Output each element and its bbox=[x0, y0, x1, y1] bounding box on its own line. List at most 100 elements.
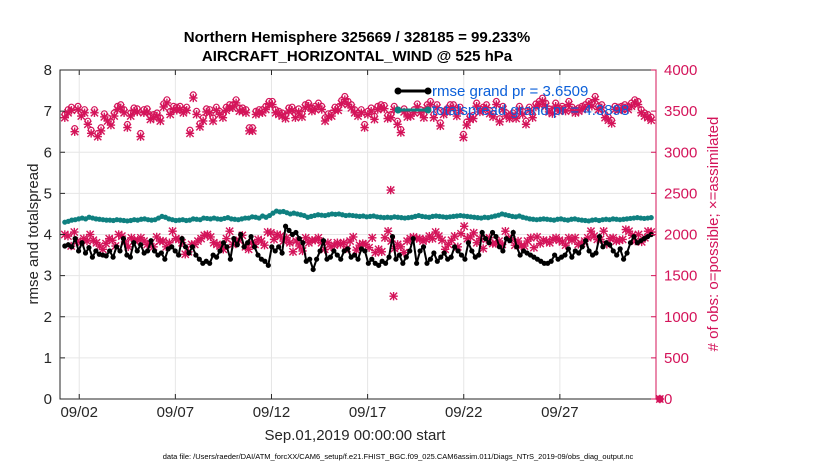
obs-assimilated-point bbox=[518, 110, 527, 119]
obs-assimilated-point bbox=[96, 126, 106, 136]
rmse-point bbox=[552, 252, 558, 258]
rmse-point bbox=[79, 240, 85, 246]
obs-assimilated-point bbox=[590, 95, 600, 104]
rmse-point bbox=[620, 256, 627, 262]
rmse-point bbox=[441, 250, 447, 256]
obs-assimilated-point bbox=[646, 115, 656, 125]
rmse-point bbox=[224, 244, 230, 250]
obs-assimilated-point bbox=[529, 243, 539, 252]
obs-assimilated-point bbox=[205, 108, 214, 117]
rmse-point bbox=[327, 254, 334, 260]
rmse-point bbox=[131, 240, 137, 246]
rmse-point bbox=[569, 254, 575, 260]
obs-assimilated-point bbox=[357, 108, 366, 117]
obs-assimilated-point bbox=[459, 133, 468, 142]
obs-assimilated-point bbox=[317, 105, 326, 114]
rmse-point bbox=[351, 252, 358, 258]
obs-assimilated-point bbox=[248, 126, 257, 136]
rmse-point bbox=[451, 244, 458, 250]
obs-assimilated-point bbox=[327, 111, 336, 121]
obs-assimilated-point bbox=[285, 238, 295, 247]
obs-assimilated-point bbox=[599, 227, 608, 236]
rmse-point bbox=[286, 227, 292, 233]
y-axis-label-right: # of obs: o=possible; ×=assimilated bbox=[705, 117, 722, 352]
rmse-point bbox=[296, 236, 302, 242]
rmse-point bbox=[169, 244, 175, 250]
y-tick-label-right: 0 bbox=[664, 391, 672, 408]
obs-assimilated-point bbox=[339, 238, 348, 247]
legend-spread-marker-2 bbox=[424, 106, 432, 114]
rmse-point bbox=[486, 240, 492, 246]
obs-assimilated-point bbox=[511, 114, 521, 123]
rmse-point bbox=[300, 240, 306, 246]
rmse-point bbox=[220, 240, 227, 246]
y-tick-label-right: 1000 bbox=[664, 309, 697, 326]
rmse-point bbox=[182, 244, 189, 250]
obs-assimilated-point bbox=[168, 227, 177, 236]
obs-assimilated-point bbox=[456, 229, 466, 238]
rmse-point bbox=[483, 236, 489, 242]
obs-assimilated-point bbox=[182, 106, 191, 115]
rmse-point bbox=[265, 262, 271, 268]
obs-assimilated-point bbox=[492, 100, 501, 109]
y-tick-label-right: 1500 bbox=[664, 268, 697, 285]
legend-spread-label: totalspread grand pr = 4.3898 bbox=[432, 102, 629, 119]
rmse-point bbox=[113, 244, 120, 250]
x-tick-label: 09/17 bbox=[349, 404, 387, 421]
obs-assimilated-point bbox=[116, 103, 126, 113]
rmse-point bbox=[420, 244, 427, 250]
obs-assimilated-point bbox=[83, 120, 93, 129]
obs-assimilated-point bbox=[366, 106, 376, 116]
rmse-point bbox=[307, 256, 313, 262]
obs-assimilated-point bbox=[189, 93, 198, 103]
spread-point bbox=[648, 215, 654, 221]
obs-assimilated-point bbox=[541, 101, 550, 111]
rmse-point bbox=[82, 250, 89, 256]
rmse-point bbox=[448, 254, 454, 260]
obs-assimilated-point bbox=[268, 100, 277, 109]
rmse-point bbox=[110, 254, 116, 260]
rmse-point bbox=[276, 244, 282, 250]
y-axis-label: rmse and totalspread bbox=[25, 164, 42, 305]
rmse-point bbox=[596, 233, 603, 240]
rmse-point bbox=[600, 244, 606, 250]
obs-assimilated-point bbox=[198, 116, 208, 126]
rmse-point bbox=[89, 254, 96, 260]
rmse-point bbox=[151, 248, 158, 254]
obs-assimilated-point bbox=[185, 129, 195, 138]
rmse-point bbox=[269, 244, 275, 250]
rmse-point bbox=[376, 262, 382, 268]
rmse-point bbox=[583, 238, 589, 244]
rmse-point bbox=[279, 250, 285, 256]
obs-assimilated-point bbox=[455, 106, 465, 115]
obs-assimilated-point bbox=[70, 127, 79, 136]
obs-assimilated-point bbox=[393, 120, 402, 129]
rmse-point bbox=[76, 248, 82, 254]
y-tick-label-right: 3500 bbox=[664, 103, 697, 120]
rmse-point bbox=[369, 256, 375, 262]
footnote: data file: /Users/raeder/DAI/ATM_forcXX/… bbox=[163, 452, 634, 461]
y-tick-label: 5 bbox=[44, 185, 52, 202]
y-tick-label-right: 4000 bbox=[664, 62, 697, 79]
obs-assimilated-point bbox=[119, 108, 129, 117]
rmse-point bbox=[614, 252, 620, 258]
y-tick-label: 6 bbox=[44, 144, 52, 161]
rmse-point bbox=[507, 238, 513, 244]
rmse-point bbox=[386, 254, 392, 260]
obs-assimilated-point bbox=[162, 98, 172, 108]
rmse-point bbox=[617, 246, 623, 252]
rmse-point bbox=[517, 252, 523, 258]
obs-assimilated-point bbox=[314, 233, 323, 242]
obs-assimilated-point bbox=[225, 227, 234, 236]
obs-assimilated-point bbox=[377, 247, 386, 256]
rmse-point bbox=[417, 248, 423, 254]
obs-assimilated-point bbox=[429, 113, 438, 122]
obs-assimilated-point bbox=[618, 235, 627, 244]
rmse-point bbox=[434, 258, 440, 264]
obs-assimilated-point bbox=[469, 228, 478, 238]
rmse-point bbox=[193, 252, 199, 258]
obs-assimilated-point bbox=[218, 113, 228, 122]
rmse-point bbox=[213, 254, 220, 260]
obs-assimilated-point bbox=[142, 107, 152, 117]
chart-title: Northern Hemisphere 325669 / 328185 = 99… bbox=[184, 29, 530, 46]
